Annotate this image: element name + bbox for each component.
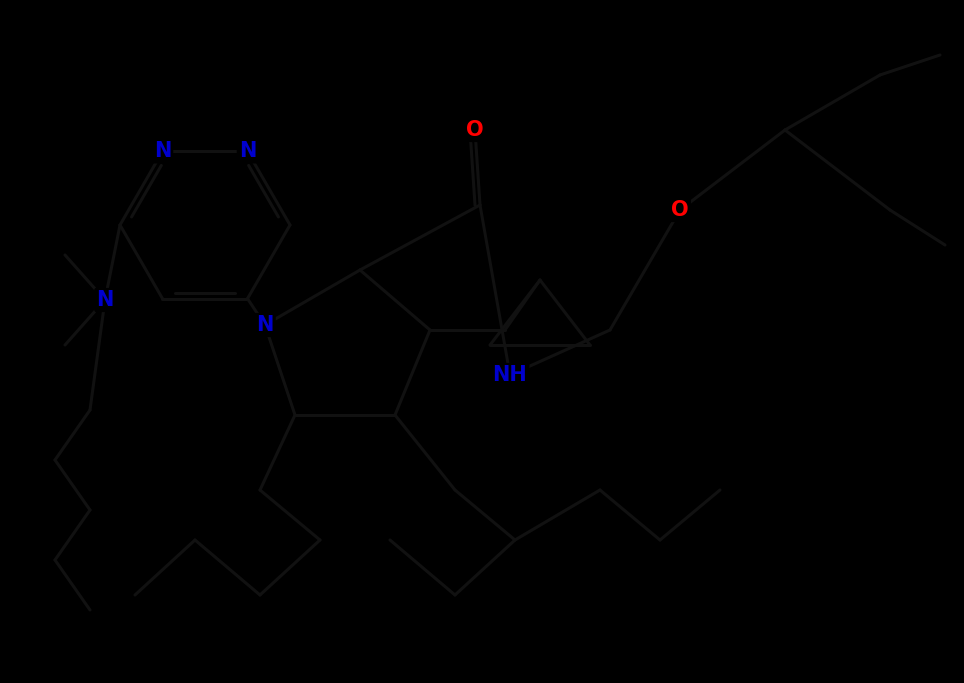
- Text: NH: NH: [493, 365, 527, 385]
- Text: N: N: [154, 141, 172, 161]
- Text: O: O: [671, 200, 689, 220]
- Text: N: N: [96, 290, 114, 310]
- Text: O: O: [467, 120, 484, 140]
- Text: N: N: [239, 141, 256, 161]
- Text: N: N: [256, 315, 274, 335]
